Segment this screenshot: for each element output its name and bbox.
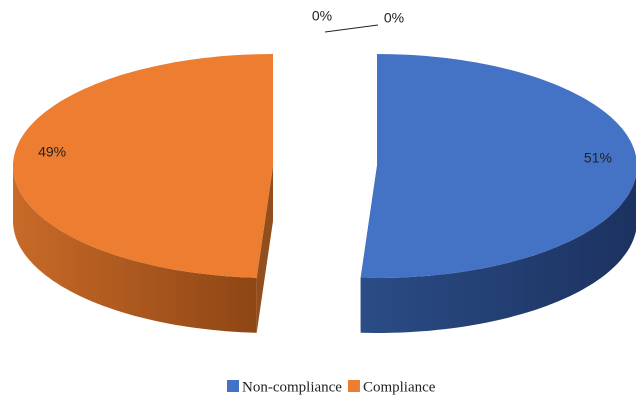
legend-label: Non-compliance: [242, 379, 342, 395]
slice-side: [13, 166, 257, 333]
slice: [13, 54, 273, 278]
leader-line: [324, 24, 379, 33]
slice-side: [360, 176, 636, 333]
data-label: 51%: [584, 150, 612, 166]
slice-cut-face: [256, 166, 273, 333]
data-label: 0%: [384, 10, 404, 26]
data-label: 0%: [312, 8, 332, 24]
legend-label: Compliance: [363, 379, 436, 395]
legend-swatch: [347, 380, 360, 392]
legend-swatch: [227, 380, 239, 392]
slice: [360, 54, 636, 278]
data-label: 49%: [38, 144, 66, 160]
